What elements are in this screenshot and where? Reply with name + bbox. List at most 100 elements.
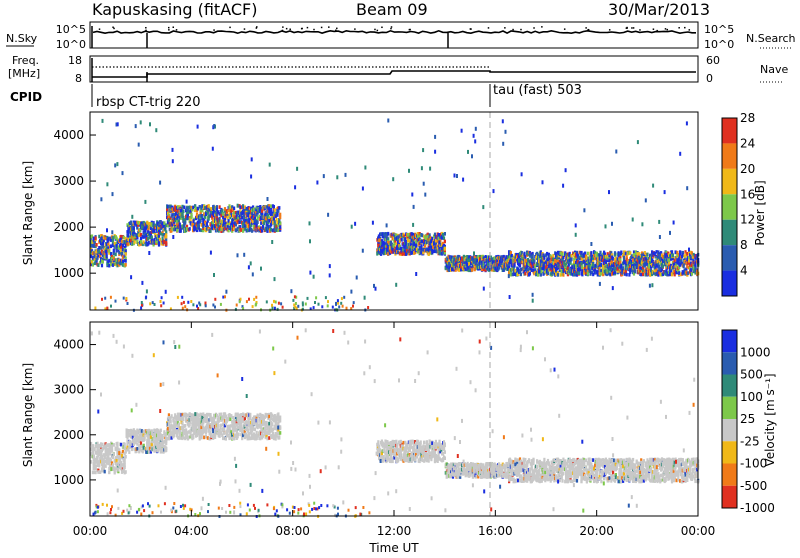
scatter-cell	[149, 122, 151, 126]
scatter-cell	[113, 452, 115, 456]
scatter-cell	[599, 282, 601, 286]
scatter-cell	[151, 235, 153, 239]
scatter-cell	[325, 296, 327, 299]
scatter-cell	[474, 139, 476, 143]
scatter-cell	[144, 435, 146, 439]
scatter-cell	[521, 172, 523, 176]
scatter-cell	[378, 234, 380, 238]
scatter-cell	[671, 250, 673, 254]
scatter-cell	[386, 223, 388, 227]
scatter-cell	[329, 273, 331, 277]
scatter-cell	[679, 250, 681, 254]
scatter-cell	[144, 200, 146, 204]
scatter-cell	[127, 302, 129, 305]
scatter-cell	[110, 305, 112, 308]
scatter-cell	[424, 193, 426, 197]
scatter-cell	[108, 471, 110, 475]
scatter-cell	[641, 222, 643, 226]
velocity-data	[90, 328, 699, 518]
scatter-cell	[518, 263, 520, 267]
scatter-cell	[201, 206, 203, 210]
scatter-cell	[290, 289, 292, 293]
nsky-dot	[678, 27, 680, 29]
scatter-cell	[651, 283, 653, 287]
scatter-cell	[273, 300, 275, 303]
scatter-cell	[669, 231, 671, 235]
scatter-cell	[612, 286, 614, 290]
scatter-cell	[503, 267, 505, 271]
ytick-label: 1000	[53, 266, 84, 280]
scatter-cell	[686, 121, 688, 125]
scatter-cell	[213, 273, 215, 277]
scatter-cell	[214, 298, 216, 301]
scatter-cell	[658, 220, 660, 224]
scatter-cell	[116, 442, 118, 446]
scatter-cell	[345, 173, 347, 177]
nave-tick-high: 60	[706, 54, 720, 67]
scatter-cell	[336, 175, 338, 179]
scatter-cell	[278, 219, 280, 223]
power-ylabel: Slant Range [km]	[21, 161, 35, 265]
scatter-cell	[649, 284, 651, 288]
scatter-cell	[354, 222, 356, 226]
date-label: 30/Mar/2013	[608, 0, 710, 19]
colorbar-tick-label: 24	[740, 136, 755, 150]
scatter-cell	[502, 142, 504, 146]
scatter-cell	[182, 210, 184, 214]
scatter-cell	[189, 227, 191, 231]
scatter-cell	[104, 297, 106, 300]
nsky-dot	[512, 29, 514, 31]
scatter-cell	[186, 200, 188, 204]
scatter-cell	[632, 218, 634, 222]
colorbar-cell	[722, 220, 737, 245]
scatter-cell	[652, 184, 654, 188]
nsky-dot	[504, 27, 506, 29]
scatter-cell	[165, 290, 167, 294]
scatter-cell	[520, 273, 522, 277]
scatter-cell	[113, 257, 115, 261]
colorbar-cell	[722, 118, 737, 143]
scatter-cell	[221, 209, 223, 213]
scatter-cell	[233, 207, 235, 211]
scatter-cell	[462, 178, 464, 182]
scatter-cell	[94, 307, 96, 310]
scatter-cell	[172, 159, 174, 163]
nsky-dot	[609, 29, 611, 31]
nsky-dot	[213, 29, 215, 31]
scatter-cell	[114, 470, 116, 474]
scatter-cell	[343, 296, 345, 299]
scatter-cell	[574, 273, 576, 277]
nsky-dot	[626, 27, 628, 29]
scatter-cell	[262, 225, 264, 229]
scatter-cell	[411, 193, 413, 197]
scatter-cell	[106, 182, 108, 186]
scatter-cell	[578, 271, 580, 275]
scatter-cell	[313, 275, 315, 279]
scatter-cell	[318, 303, 320, 306]
scatter-cell	[197, 125, 199, 129]
scatter-cell	[255, 304, 257, 307]
scatter-cell	[614, 251, 616, 255]
scatter-cell	[346, 307, 348, 310]
scatter-cell	[96, 243, 98, 247]
scatter-cell	[237, 253, 239, 257]
scatter-cell	[473, 134, 475, 138]
scatter-cell	[583, 208, 585, 212]
scatter-cell	[475, 127, 477, 131]
scatter-cell	[125, 297, 127, 300]
scatter-cell	[327, 300, 329, 303]
scatter-cell	[493, 189, 495, 193]
scatter-cell	[95, 237, 97, 241]
scatter-cell	[160, 304, 162, 307]
scatter-cell	[518, 258, 520, 262]
scatter-cell	[523, 252, 525, 256]
scatter-cell	[561, 253, 563, 257]
nsky-tick-high: 10^5	[56, 23, 86, 36]
scatter-cell	[94, 448, 96, 452]
scatter-cell	[182, 307, 184, 310]
scatter-cell	[181, 296, 183, 299]
scatter-cell	[224, 295, 226, 298]
scatter-cell	[162, 436, 164, 440]
scatter-cell	[294, 185, 296, 189]
scatter-cell	[327, 213, 329, 217]
